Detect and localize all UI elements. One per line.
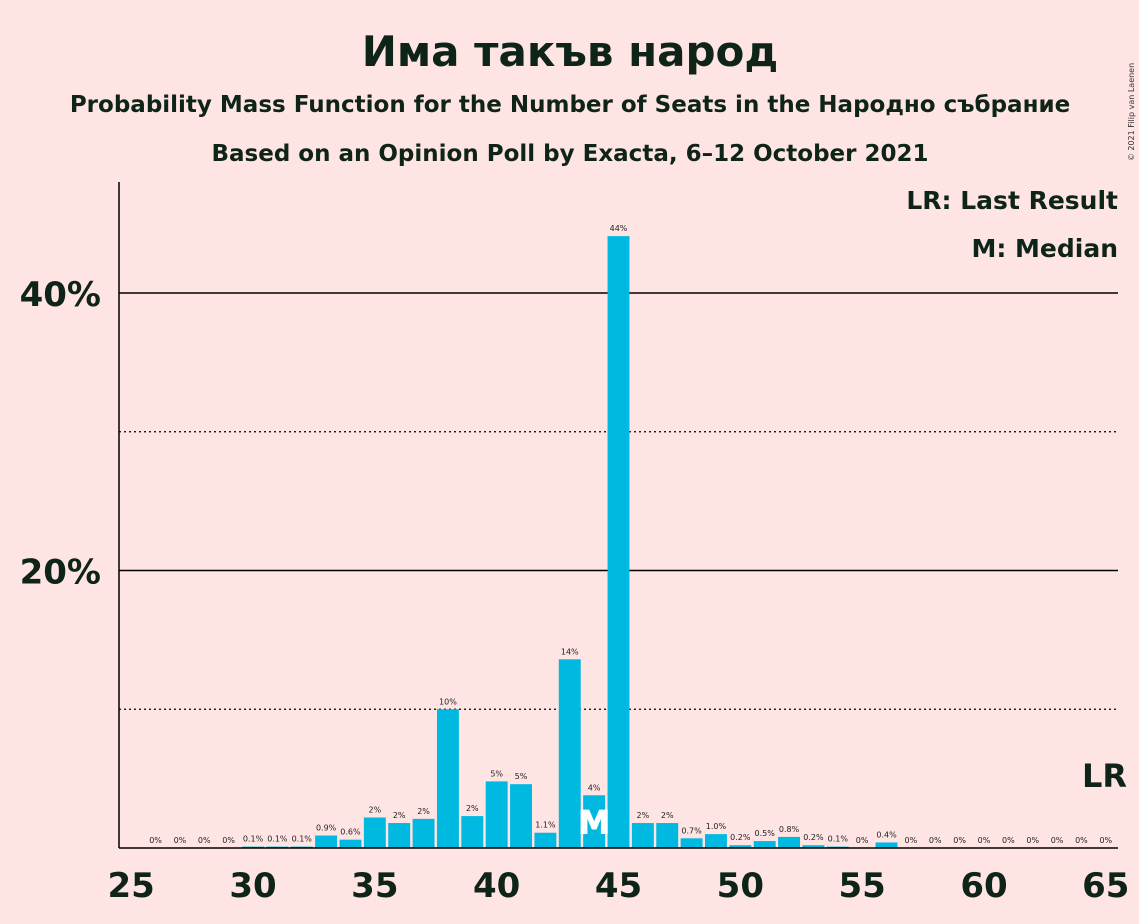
bar-value-label: 1.1%: [535, 821, 556, 830]
bar: [315, 835, 338, 848]
bar-value-label: 0.7%: [681, 826, 702, 835]
x-tick-label: 50: [717, 866, 764, 906]
bar-value-label: 4%: [588, 783, 601, 792]
x-axis-ticks: 25 30 35 40 45 50 55 60 65: [108, 866, 1130, 906]
bar: [631, 823, 654, 848]
bar-value-label: 10%: [439, 697, 457, 706]
bar: [534, 832, 557, 848]
bar-value-label: 0%: [222, 836, 235, 845]
bar-value-label: 0%: [978, 836, 991, 845]
bar: [680, 838, 703, 848]
bar: [510, 784, 533, 848]
bar-value-label: 14%: [561, 647, 579, 656]
bar-value-label: 0.5%: [755, 829, 776, 838]
bar-value-label: 0%: [1099, 836, 1112, 845]
bar-value-label: 5%: [490, 769, 503, 778]
x-tick-label: 60: [960, 866, 1007, 906]
chart-subtitle-2: Based on an Opinion Poll by Exacta, 6–12…: [211, 141, 928, 167]
bar: [704, 834, 727, 848]
bar-value-label: 2%: [661, 811, 674, 820]
bar-value-label: 2%: [637, 811, 650, 820]
median-marker: M: [578, 804, 610, 842]
bar: [583, 795, 606, 848]
x-tick-label: 55: [838, 866, 885, 906]
bar: [875, 842, 898, 848]
bar-value-label: 5%: [515, 772, 528, 781]
bar-value-label: 0%: [1051, 836, 1064, 845]
bar-value-label: 0.4%: [876, 830, 897, 839]
bar: [753, 841, 776, 848]
bar: [388, 823, 411, 848]
bar-value-label: 0%: [149, 836, 162, 845]
bar-value-label: 0.1%: [243, 835, 264, 844]
bar: [656, 823, 679, 848]
bar-value-label: 0.9%: [316, 824, 337, 833]
bar-value-label: 0%: [1002, 836, 1015, 845]
bar-value-label: 44%: [610, 224, 628, 233]
bar: [461, 816, 484, 848]
bar-value-label: 2%: [417, 807, 430, 816]
bar-value-label: 0%: [953, 836, 966, 845]
bar-value-label: 0%: [905, 836, 918, 845]
chart-title: Има такъв народ: [362, 27, 779, 76]
bar-value-label: 0.1%: [292, 835, 313, 844]
x-tick-label: 65: [1082, 866, 1129, 906]
bar: [363, 817, 386, 848]
bar-value-label: 0%: [856, 836, 869, 845]
x-tick-label: 45: [595, 866, 642, 906]
bar-labels: 0% 0% 0% 0% 0.1% 0.1% 0.1%0.9% 0.6%2%2% 2%10%2%5…: [149, 224, 1112, 845]
x-tick-label: 40: [473, 866, 520, 906]
bar: [436, 709, 459, 848]
bar-value-label: 0%: [1075, 836, 1088, 845]
y-tick-label: 40%: [20, 275, 101, 315]
bar-value-label: 0.2%: [730, 833, 751, 842]
copyright-credit: © 2021 Filip van Laenen: [1127, 63, 1136, 161]
bar-value-label: 2%: [368, 805, 381, 814]
legend-last-result: LR: Last Result: [906, 186, 1118, 215]
bar: [802, 845, 825, 848]
y-axis-ticks: 20% 40%: [20, 275, 101, 593]
x-tick-label: 30: [229, 866, 276, 906]
x-tick-label: 25: [108, 866, 155, 906]
bar-value-label: 0%: [1026, 836, 1039, 845]
x-tick-label: 35: [351, 866, 398, 906]
bar-value-label: 1.0%: [706, 822, 727, 831]
bar-value-label: 0%: [174, 836, 187, 845]
bar-value-label: 0.2%: [803, 833, 824, 842]
bars: [242, 236, 898, 849]
bar: [412, 818, 435, 848]
last-result-marker: LR: [1082, 757, 1127, 795]
legend-median: M: Median: [971, 234, 1118, 263]
bar-value-label: 0.1%: [828, 835, 849, 844]
bar-value-label: 0.6%: [340, 828, 361, 837]
bar-value-label: 0.8%: [779, 825, 800, 834]
bar: [339, 839, 362, 848]
bar: [558, 659, 581, 848]
bar-value-label: 2%: [393, 811, 406, 820]
bar-value-label: 2%: [466, 804, 479, 813]
bar: [729, 845, 752, 848]
bar-value-label: 0%: [929, 836, 942, 845]
bar-value-label: 0%: [198, 836, 211, 845]
bar: [485, 781, 508, 848]
bar: [778, 836, 801, 848]
chart-subtitle: Probability Mass Function for the Number…: [70, 92, 1070, 118]
y-tick-label: 20%: [20, 553, 101, 593]
bar: [607, 236, 630, 849]
bar-value-label: 0.1%: [267, 835, 288, 844]
